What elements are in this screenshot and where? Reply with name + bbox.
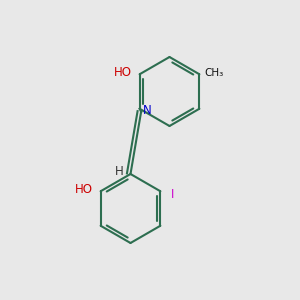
Text: H: H bbox=[115, 165, 124, 178]
Text: I: I bbox=[171, 188, 174, 201]
Text: N: N bbox=[143, 104, 152, 117]
Text: CH₃: CH₃ bbox=[204, 68, 224, 78]
Text: HO: HO bbox=[114, 66, 132, 79]
Text: HO: HO bbox=[75, 183, 93, 196]
